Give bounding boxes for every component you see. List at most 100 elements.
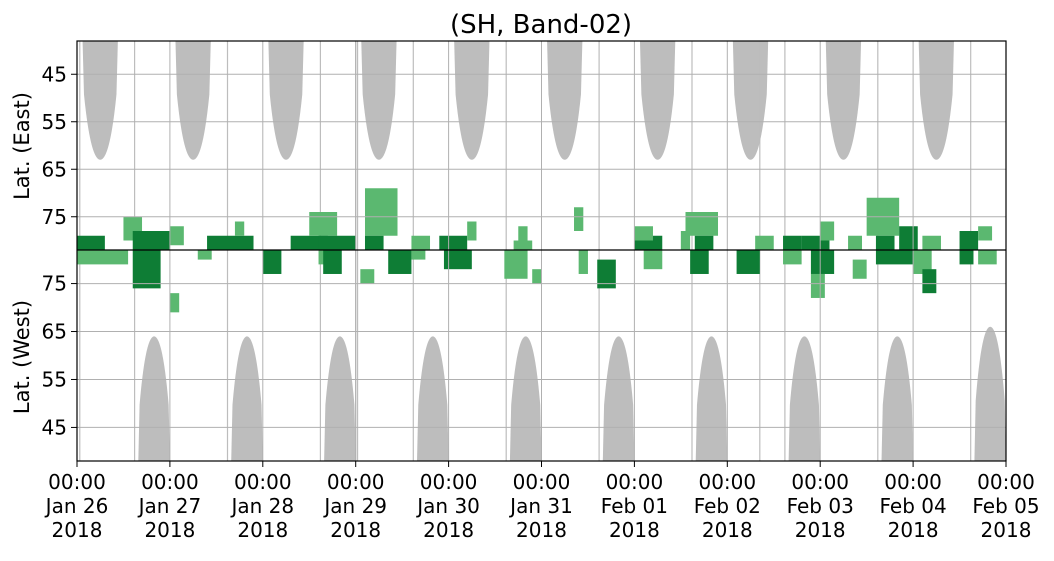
y-tick-east-label: 55	[42, 110, 67, 134]
occurrence-cell-east	[77, 235, 105, 250]
x-tick-label: 2018	[144, 518, 195, 542]
x-tick-label: 2018	[702, 518, 753, 542]
no-data-region-west	[881, 336, 914, 461]
x-tick-label: Feb 03	[787, 494, 854, 518]
occurrence-cell-east	[685, 212, 719, 236]
occurrence-cell-east	[318, 235, 356, 250]
x-tick-label: Jan 31	[508, 494, 573, 518]
occurrence-cell-west	[388, 250, 412, 274]
no-data-region-east	[454, 41, 490, 160]
y-axis-label-east: Lat. (East)	[10, 92, 34, 200]
y-tick-east-label: 65	[42, 157, 67, 181]
occurrence-cell-east	[439, 235, 468, 250]
occurrence-cell-west	[77, 250, 129, 265]
occurrence-cell-west	[262, 250, 282, 274]
x-tick-label: 00:00	[977, 470, 1035, 494]
no-data-region-east	[639, 41, 676, 160]
occurrence-cell-west	[913, 250, 932, 274]
x-tick-label: 2018	[888, 518, 939, 542]
x-tick-label: Feb 04	[879, 494, 946, 518]
no-data-region-west	[509, 336, 542, 461]
occurrence-cell-east	[694, 235, 714, 250]
x-tick-label: Jan 30	[415, 494, 480, 518]
x-tick-label: Feb 02	[694, 494, 761, 518]
occurrence-cell-east	[922, 235, 941, 250]
x-tick-label: 00:00	[48, 470, 106, 494]
occurrence-cell-east	[820, 221, 835, 241]
no-data-region-west	[417, 336, 449, 461]
occurrence-cell-west	[643, 250, 663, 270]
occurrence-cell-east	[634, 226, 653, 241]
x-tick-label: 2018	[981, 518, 1032, 542]
occurrence-cell-west	[852, 259, 867, 279]
occurrence-cell-west	[132, 250, 161, 289]
no-data-region-east	[268, 41, 304, 160]
x-tick-label: 2018	[609, 518, 660, 542]
no-data-region-west	[324, 336, 356, 461]
chart-title: (SH, Band-02)	[450, 10, 632, 40]
occurrence-cell-east	[364, 235, 384, 250]
x-tick-label: Feb 05	[972, 494, 1039, 518]
occurrence-cell-east	[207, 235, 254, 250]
no-data-region-west	[788, 336, 821, 461]
no-data-region-west	[231, 336, 263, 461]
occurrence-cell-west	[978, 250, 997, 265]
occurrence-cell-west	[411, 250, 426, 260]
occurrence-cell-east	[169, 226, 184, 246]
x-tick-label: 00:00	[234, 470, 292, 494]
occurrence-cell-east	[959, 231, 979, 250]
x-tick-label: 00:00	[791, 470, 849, 494]
occurrence-cell-west	[875, 250, 914, 265]
occurrence-cell-west	[736, 250, 760, 274]
x-tick-label: 00:00	[698, 470, 756, 494]
occurrence-cell-west	[169, 293, 180, 313]
occurrence-cell-east	[518, 226, 528, 241]
x-tick-label: Jan 27	[137, 494, 202, 518]
x-tick-label: 2018	[795, 518, 846, 542]
x-tick-label: 2018	[52, 518, 103, 542]
occurrence-cell-east	[411, 235, 431, 250]
occurrence-cell-east	[875, 235, 895, 250]
occurrence-cell-east	[783, 235, 802, 250]
x-tick-label: 00:00	[141, 470, 199, 494]
occurrence-cell-west	[959, 250, 974, 265]
occurrence-cell-east	[978, 226, 993, 241]
x-tick-label: Feb 01	[601, 494, 668, 518]
x-tick-label: 2018	[237, 518, 288, 542]
occurrence-cell-east	[234, 221, 245, 236]
occurrence-cell-east	[848, 235, 863, 250]
no-data-region-east	[82, 41, 118, 160]
occurrence-cell-west	[597, 259, 616, 289]
occurrence-cell-west	[532, 269, 542, 284]
x-tick-label: Jan 26	[44, 494, 109, 518]
no-data-region-east	[918, 41, 954, 160]
x-tick-label: 00:00	[327, 470, 385, 494]
no-data-region-west	[695, 336, 728, 461]
occurrence-cell-east	[467, 221, 477, 241]
occurrence-cell-east	[309, 212, 338, 236]
occurrence-cell-west	[504, 250, 528, 279]
no-data-region-east	[825, 41, 862, 160]
x-tick-label: 2018	[330, 518, 381, 542]
occurrence-cell-east	[899, 226, 918, 250]
occurrence-cell-west	[360, 269, 375, 284]
x-tick-label: 00:00	[420, 470, 478, 494]
x-tick-label: 00:00	[884, 470, 942, 494]
occurrence-cell-west	[578, 250, 588, 274]
occurrence-cell-east	[132, 231, 170, 250]
x-tick-label: 00:00	[606, 470, 664, 494]
occurrence-cell-east	[513, 240, 533, 250]
occurrence-cell-west	[323, 250, 342, 274]
occurrence-cell-west	[690, 250, 709, 274]
x-tick-label: 00:00	[513, 470, 571, 494]
occurrence-cell-east	[364, 188, 398, 236]
y-tick-west-label: 55	[42, 367, 67, 391]
no-data-region-east	[361, 41, 397, 160]
no-data-region-east	[175, 41, 211, 160]
occurrence-cell-west	[443, 250, 472, 270]
y-tick-west-label: 45	[42, 415, 67, 439]
no-data-region-west	[602, 336, 635, 461]
x-tick-label: Jan 28	[229, 494, 294, 518]
